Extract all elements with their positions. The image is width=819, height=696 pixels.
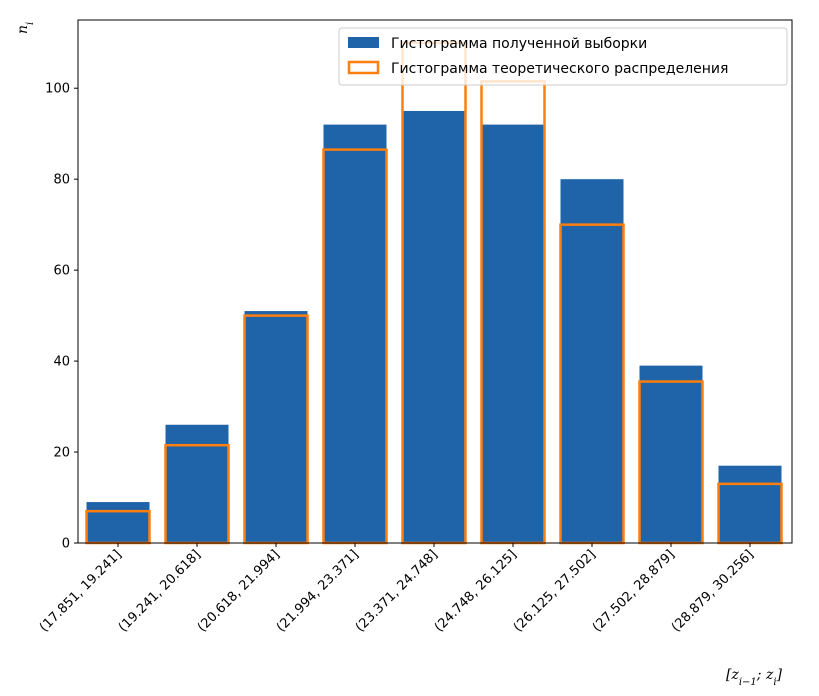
y-tick-label: 40 [53,355,70,370]
legend-box [338,27,788,86]
y-axis-title: ni [15,22,36,34]
bar-observed [718,465,782,543]
bar-observed [639,365,703,543]
bar-observed [560,179,624,543]
x-tick-label: (20.618, 21.994] [195,547,283,635]
y-tick-label: 100 [45,82,70,97]
bar-observed [165,424,229,543]
legend-label-observed: Гистограмма полученной выборки [391,36,647,52]
bar-observed [402,110,466,544]
legend-swatch-theoretical [347,60,380,75]
x-tick-label: (24.748, 26.125] [432,547,520,635]
x-axis-title: [zi−1; zi] [726,667,783,688]
y-tick-label: 20 [53,446,70,461]
x-tick-label: (21.994, 23.371] [274,547,362,635]
x-tick-label: (26.125, 27.502] [511,547,599,635]
y-tick-label: 0 [62,537,70,552]
bar-observed [481,124,545,543]
bar-observed [244,311,308,543]
legend-swatch-observed [348,37,379,48]
x-tick-label: (23.371, 24.748] [353,547,441,635]
observed-bars [86,110,782,544]
x-tick-label: (28.879, 30.256] [669,547,757,635]
bar-observed [86,502,150,543]
legend-label-theoretical: Гистограмма теоретического распределения [391,61,728,77]
y-tick-label: 80 [53,173,70,188]
y-tick-label: 60 [53,264,70,279]
plot-frame [77,19,793,544]
bar-observed [323,124,387,543]
x-tick-label: (17.851, 19.241] [37,547,125,635]
legend: Гистограмма полученной выборки Гистограм… [338,27,788,86]
x-tick-label: (19.241, 20.618] [116,547,204,635]
x-tick-label: (27.502, 28.879] [590,547,678,635]
